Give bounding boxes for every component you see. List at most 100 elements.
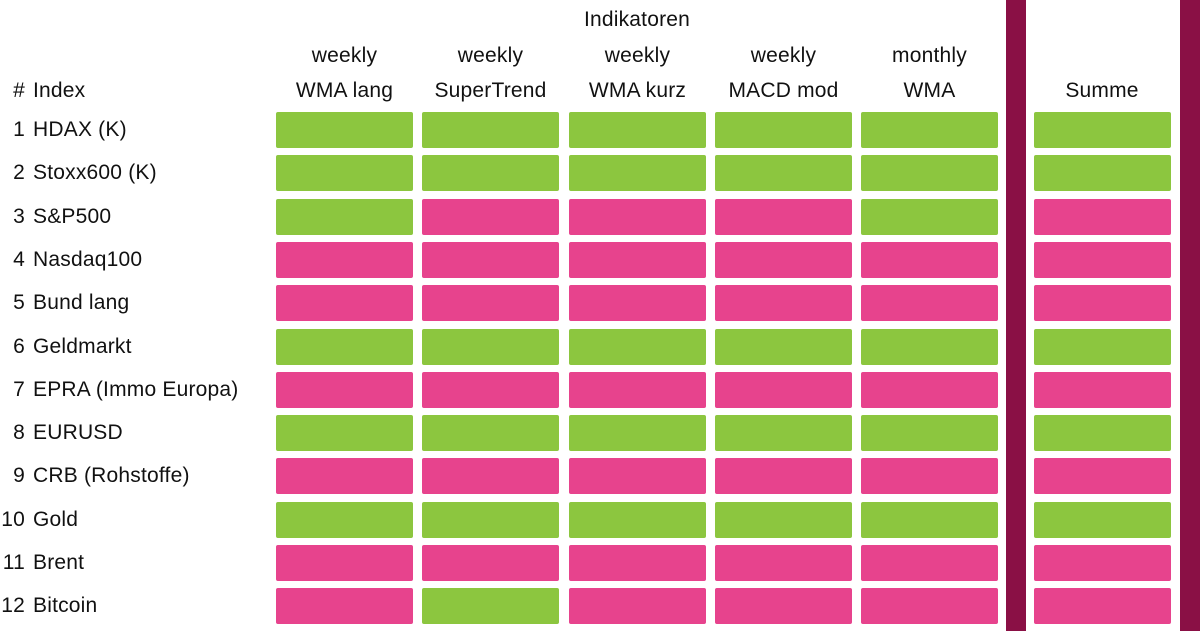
indicator-cell [715, 241, 852, 278]
summe-cell [1034, 241, 1171, 278]
indicator-cell [569, 198, 706, 235]
indicator-cell [715, 328, 852, 365]
row-label: Geldmarkt [33, 334, 132, 358]
indicator-cell [422, 285, 559, 322]
indicator-cell [422, 458, 559, 495]
row-label: CRB (Rohstoffe) [33, 464, 190, 488]
indicator-cell [861, 415, 998, 452]
indicator-cell [715, 415, 852, 452]
column-header-indicator: MACD mod [728, 79, 839, 102]
row-number: 4 [13, 247, 25, 271]
row-number: 1 [13, 118, 25, 141]
indicator-cell [861, 545, 998, 581]
row-label: EPRA (Immo Europa) [33, 377, 239, 401]
indicator-cell [861, 501, 998, 538]
summe-cell [1034, 545, 1171, 581]
indicator-cell [276, 458, 413, 495]
column-header-indicator: WMA kurz [588, 79, 687, 102]
indicator-cell [422, 112, 559, 148]
indicator-cell [569, 241, 706, 278]
row-number: 11 [2, 551, 25, 574]
summe-divider-bar-left [1006, 0, 1026, 631]
summe-cell [1034, 155, 1171, 192]
row-label: Bund lang [33, 291, 130, 315]
indicator-cell [276, 501, 413, 538]
row-number: 10 [1, 507, 25, 531]
indicator-cell [569, 588, 706, 625]
summe-cell [1034, 328, 1171, 365]
indicator-cell [569, 155, 706, 192]
indicator-cell [715, 371, 852, 408]
row-label: Gold [33, 507, 79, 531]
indicator-cell [276, 371, 413, 408]
indicator-cell [569, 545, 706, 581]
column-header-period: monthly [892, 44, 967, 67]
row-label: Bitcoin [33, 594, 98, 618]
summe-cell [1034, 415, 1171, 452]
indicator-cell [276, 415, 413, 452]
indicator-cell [422, 241, 559, 278]
indicator-cell [569, 501, 706, 538]
indicator-cell [422, 545, 559, 581]
row-label: Brent [33, 551, 85, 574]
column-header-number: # [13, 79, 25, 102]
row-label: Nasdaq100 [33, 247, 143, 271]
indicator-cell [861, 458, 998, 495]
summe-cell [1034, 501, 1171, 538]
indicator-cell [276, 328, 413, 365]
indicator-cell [861, 241, 998, 278]
indicator-cell [715, 545, 852, 581]
row-label: S&P500 [33, 204, 112, 228]
column-header-indicator: WMA lang [295, 79, 394, 102]
indicator-cell [715, 588, 852, 625]
column-header-period: weekly [604, 44, 671, 67]
indicator-cell [715, 112, 852, 148]
column-header-period: weekly [750, 44, 817, 67]
summe-cell [1034, 588, 1171, 625]
indicator-cell [569, 415, 706, 452]
column-header-summe: Summe [1065, 79, 1139, 102]
indicator-cell [276, 545, 413, 581]
indicator-cell [422, 415, 559, 452]
column-header-period: weekly [311, 44, 378, 67]
column-header-index: Index [33, 79, 86, 102]
summe-cell [1034, 285, 1171, 322]
indicator-cell [422, 328, 559, 365]
indicator-cell [569, 112, 706, 148]
summe-divider-bar-right [1180, 0, 1200, 631]
indicator-cell [422, 155, 559, 192]
column-header-indicator: WMA [903, 79, 956, 102]
column-header-period: weekly [457, 44, 524, 67]
summe-cell [1034, 458, 1171, 495]
row-number: 3 [13, 204, 25, 228]
indicator-cell [715, 155, 852, 192]
row-number: 9 [13, 464, 25, 488]
row-number: 2 [13, 161, 25, 185]
indicator-cell [569, 371, 706, 408]
row-number: 5 [13, 291, 25, 315]
row-label: Stoxx600 (K) [33, 161, 157, 185]
summe-cell [1034, 198, 1171, 235]
indicator-cell [569, 328, 706, 365]
indicator-cell [276, 155, 413, 192]
row-number: 8 [13, 421, 25, 445]
row-number: 6 [13, 334, 25, 358]
indicator-cell [422, 371, 559, 408]
indicator-cell [569, 285, 706, 322]
column-header-indicator: SuperTrend [434, 79, 547, 102]
summe-cell [1034, 112, 1171, 148]
indicator-cell [861, 371, 998, 408]
row-number: 12 [1, 594, 25, 618]
indicator-cell [861, 112, 998, 148]
indicator-cell [861, 285, 998, 322]
row-label: EURUSD [33, 421, 123, 445]
indicator-cell [715, 501, 852, 538]
indicator-cell [861, 198, 998, 235]
indicator-cell [276, 588, 413, 625]
indicator-cell [715, 285, 852, 322]
row-label: HDAX (K) [33, 118, 127, 141]
indicator-cell [422, 501, 559, 538]
summe-cell [1034, 371, 1171, 408]
table-title: Indikatoren [583, 8, 691, 31]
